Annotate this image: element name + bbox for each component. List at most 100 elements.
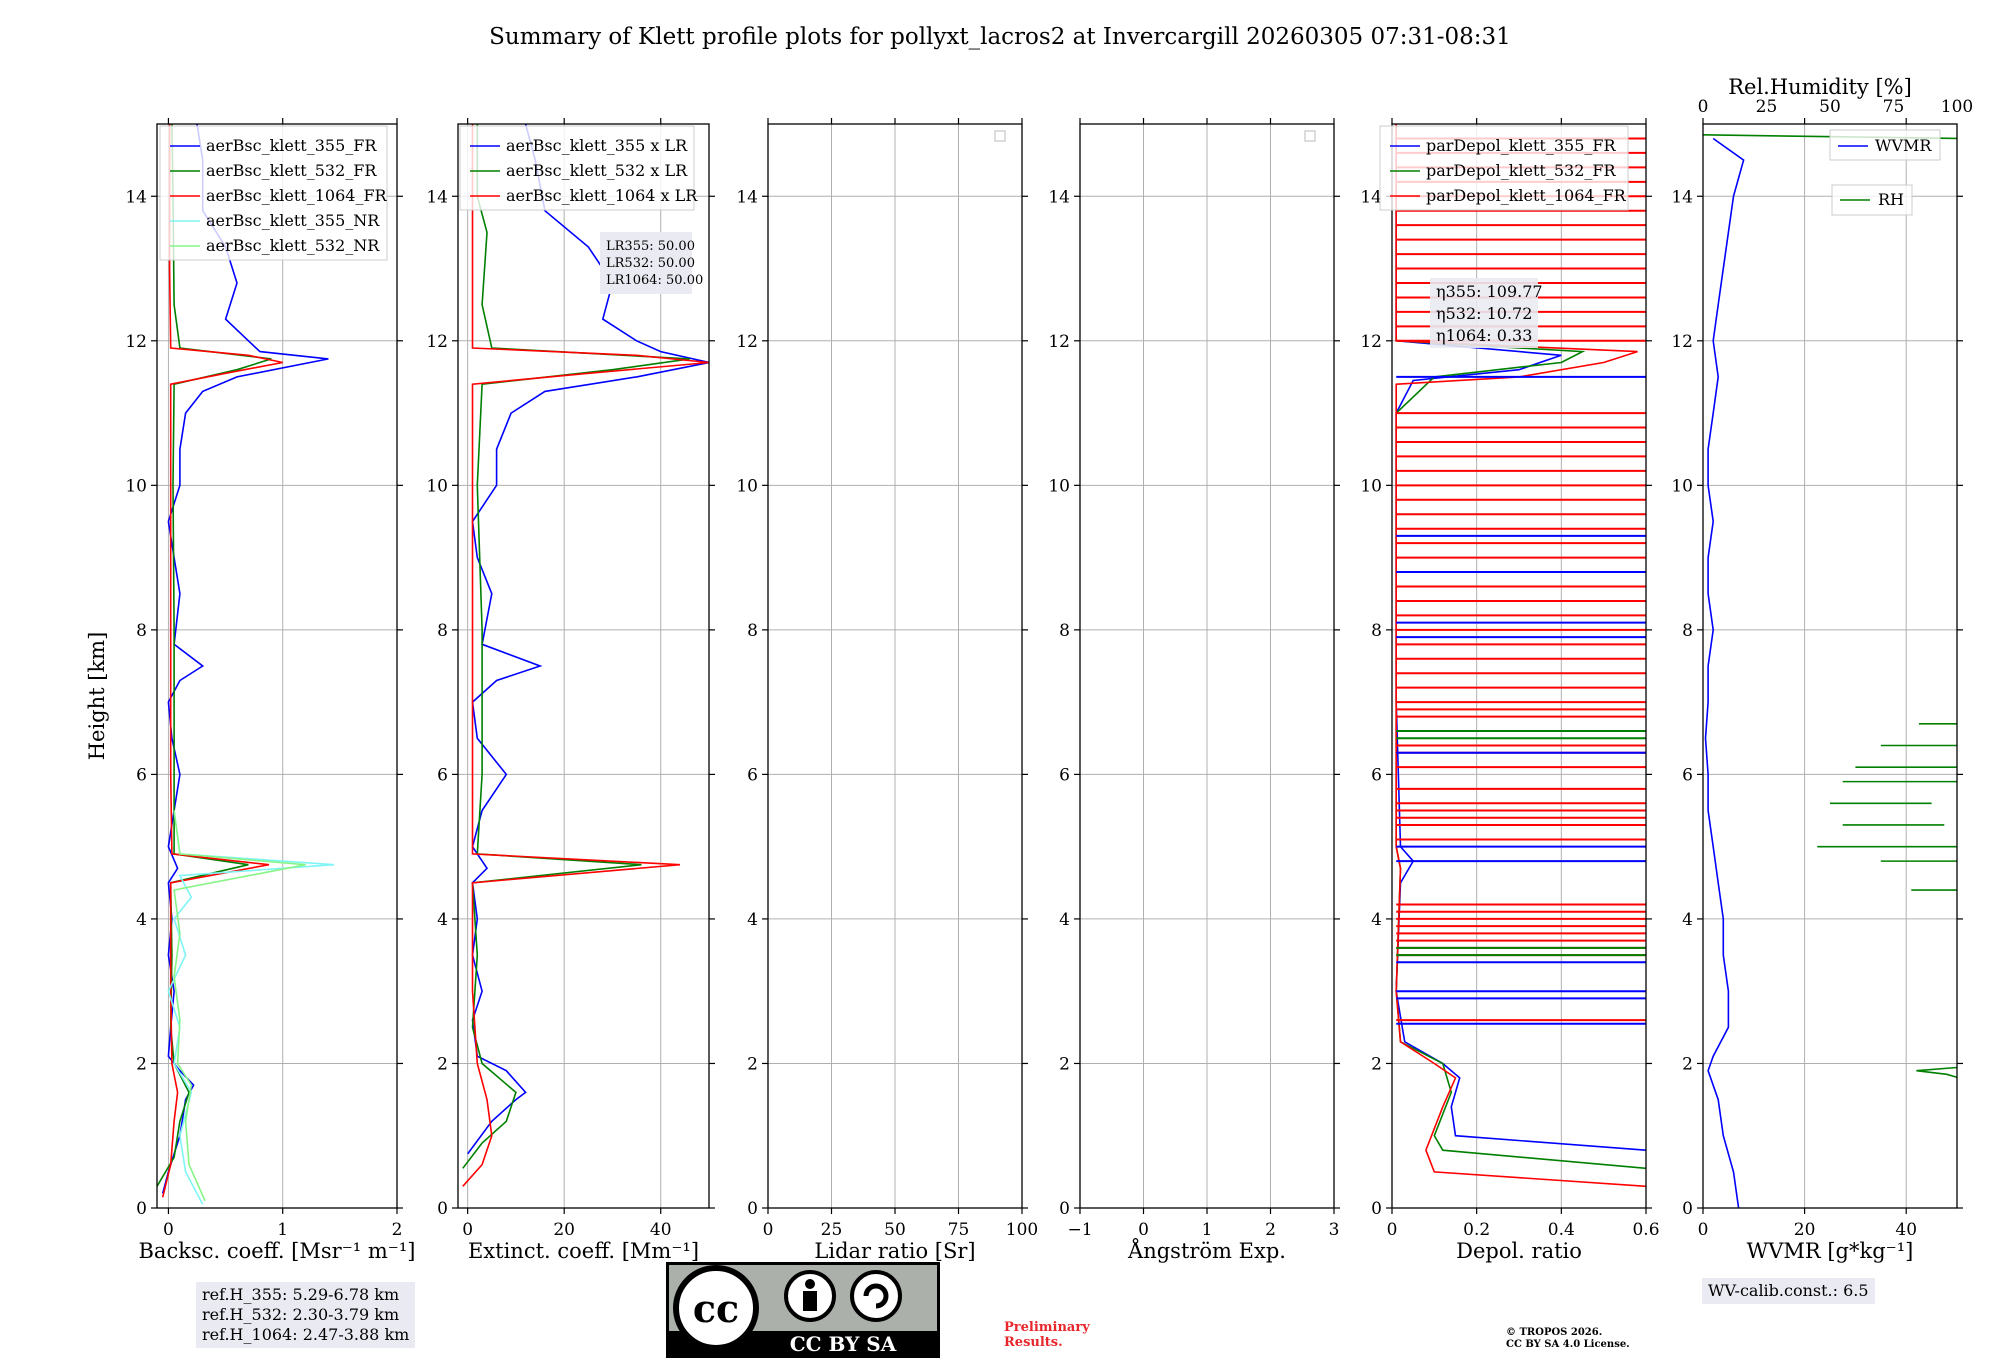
lr-annotation: LR355: 50.00 LR532: 50.00 LR1064: 50.00 bbox=[600, 232, 703, 294]
y-tick-label: 6 bbox=[437, 765, 448, 785]
eta-line: η532: 10.72 bbox=[1436, 304, 1532, 323]
y-tick-label: 10 bbox=[426, 476, 448, 496]
x-tick-label: 0 bbox=[1698, 1220, 1709, 1240]
x-axis-label: Backsc. coeff. [Msr⁻¹ m⁻¹] bbox=[139, 1239, 416, 1263]
x-tick-label: 1 bbox=[1202, 1220, 1213, 1240]
y-tick-label: 4 bbox=[1682, 910, 1693, 930]
y-tick-label: 0 bbox=[1682, 1199, 1693, 1219]
x-axis-label: Extinct. coeff. [Mm⁻¹] bbox=[468, 1239, 699, 1263]
y-tick-label: 2 bbox=[1371, 1054, 1382, 1074]
y-tick-label: 2 bbox=[437, 1054, 448, 1074]
x-tick-label: 0 bbox=[1387, 1220, 1398, 1240]
x-tick-label: 25 bbox=[821, 1220, 843, 1240]
legend-depol: parDepol_klett_355_FR parDepol_klett_532… bbox=[1379, 125, 1629, 211]
y-tick-label: 14 bbox=[426, 187, 448, 207]
x-tick-label: 1 bbox=[277, 1220, 288, 1240]
series-line-aerBsc_klett_355_FR bbox=[161, 124, 329, 1194]
x-tick-label: 40 bbox=[650, 1220, 672, 1240]
legend-label: aerBsc_klett_532_FR bbox=[206, 161, 377, 180]
ref-height-line: ref.H_1064: 2.47-3.88 km bbox=[202, 1325, 410, 1344]
legend-label: aerBsc_klett_355_NR bbox=[206, 211, 380, 230]
lr-line: LR532: 50.00 bbox=[606, 256, 695, 271]
x-tick-label: 50 bbox=[884, 1220, 906, 1240]
lr-line: LR1064: 50.00 bbox=[606, 273, 703, 288]
series-line-aerBsc_klett_355_NR bbox=[167, 810, 335, 1205]
y-tick-label: 10 bbox=[1048, 476, 1070, 496]
x-tick-label: 40 bbox=[1895, 1220, 1917, 1240]
y-tick-label: 10 bbox=[736, 476, 758, 496]
ref-height-box: ref.H_355: 5.29-6.78 km ref.H_532: 2.30-… bbox=[196, 1282, 416, 1348]
ref-height-line: ref.H_355: 5.29-6.78 km bbox=[202, 1285, 400, 1304]
panel-lidar_ratio: 0 2 4 6 8 10 12 14 0 25 50 75 100 Lidar ratio [Sr] bbox=[736, 118, 1038, 1263]
svg-text:cc: cc bbox=[693, 1286, 739, 1331]
y-tick-label: 6 bbox=[136, 765, 147, 785]
y-tick-label: 14 bbox=[736, 187, 758, 207]
ref-height-line: ref.H_532: 2.30-3.79 km bbox=[202, 1305, 400, 1324]
x-tick-label: 0.4 bbox=[1548, 1220, 1575, 1240]
series-line-aerBsc_klett_1064 x LR bbox=[462, 124, 709, 1187]
preliminary-line: Results. bbox=[1004, 1335, 1063, 1350]
legend-label: WVMR bbox=[1875, 136, 1932, 155]
y-tick-label: 0 bbox=[1371, 1199, 1382, 1219]
y-tick-label: 4 bbox=[747, 910, 758, 930]
y-tick-label: 12 bbox=[736, 332, 758, 352]
license-text: CC BY SA bbox=[790, 1332, 897, 1356]
legend-label: aerBsc_klett_532 x LR bbox=[506, 161, 688, 180]
rh-tick-label: 50 bbox=[1819, 97, 1841, 117]
x-axis-label: Ångström Exp. bbox=[1127, 1238, 1286, 1263]
x-tick-label: 75 bbox=[948, 1220, 970, 1240]
rh-axis-label: Rel.Humidity [%] bbox=[1728, 75, 1912, 99]
y-tick-label: 10 bbox=[1671, 476, 1693, 496]
copyright-line: © TROPOS 2026. bbox=[1506, 1327, 1603, 1338]
legend-label: parDepol_klett_1064_FR bbox=[1426, 186, 1627, 205]
y-tick-label: 12 bbox=[125, 332, 147, 352]
y-tick-label: 0 bbox=[1059, 1199, 1070, 1219]
legend-rh: RH bbox=[1831, 184, 1913, 216]
axes-frame bbox=[156, 123, 398, 1209]
legend-wvmr: WVMR bbox=[1829, 129, 1941, 161]
y-tick-label: 14 bbox=[1048, 187, 1070, 207]
empty-legend-lidar-ratio bbox=[994, 130, 1006, 142]
legend-label: parDepol_klett_532_FR bbox=[1426, 161, 1617, 180]
y-tick-label: 0 bbox=[747, 1199, 758, 1219]
y-tick-label: 6 bbox=[747, 765, 758, 785]
x-tick-label: 20 bbox=[1794, 1220, 1816, 1240]
lr-line: LR355: 50.00 bbox=[606, 239, 695, 254]
wv-calib-text: WV-calib.const.: 6.5 bbox=[1708, 1281, 1869, 1300]
y-tick-label: 12 bbox=[1671, 332, 1693, 352]
rh-tick-label: 25 bbox=[1756, 97, 1778, 117]
axes-frame bbox=[1391, 123, 1647, 1209]
y-tick-label: 6 bbox=[1682, 765, 1693, 785]
x-tick-label: 0 bbox=[1138, 1220, 1149, 1240]
y-tick-label: 14 bbox=[125, 187, 147, 207]
y-tick-label: 8 bbox=[1371, 621, 1382, 641]
legend-backscatter: aerBsc_klett_355_FR aerBsc_klett_532_FR … bbox=[159, 125, 388, 261]
y-tick-label: 4 bbox=[437, 910, 448, 930]
x-tick-label: 100 bbox=[1006, 1220, 1038, 1240]
x-tick-label: 20 bbox=[553, 1220, 575, 1240]
legend-label: aerBsc_klett_355_FR bbox=[206, 136, 377, 155]
y-tick-label: 8 bbox=[747, 621, 758, 641]
y-tick-label: 2 bbox=[747, 1054, 758, 1074]
x-tick-label: 2 bbox=[1265, 1220, 1276, 1240]
empty-legend-angstrom bbox=[1304, 130, 1316, 142]
y-tick-label: 12 bbox=[1048, 332, 1070, 352]
x-tick-label: 0 bbox=[763, 1220, 774, 1240]
x-tick-label: 2 bbox=[392, 1220, 403, 1240]
x-tick-label: −1 bbox=[1067, 1220, 1092, 1240]
x-axis-label: Lidar ratio [Sr] bbox=[814, 1239, 975, 1263]
preliminary-note: Preliminary Results. bbox=[1004, 1320, 1090, 1350]
wv-calib-box: WV-calib.const.: 6.5 bbox=[1702, 1278, 1875, 1304]
sa-icon bbox=[850, 1270, 902, 1322]
copyright-note: © TROPOS 2026. CC BY SA 4.0 License. bbox=[1506, 1327, 1630, 1351]
series-line-aerBsc_klett_532_NR bbox=[173, 810, 306, 1202]
series-line-WVMR bbox=[1704, 137, 1745, 1208]
eta-line: η355: 109.77 bbox=[1436, 282, 1543, 301]
series-line-RH bbox=[1916, 1066, 1957, 1079]
y-tick-label: 4 bbox=[1059, 910, 1070, 930]
rh-tick-label: 100 bbox=[1941, 97, 1973, 117]
x-tick-label: 0 bbox=[163, 1220, 174, 1240]
